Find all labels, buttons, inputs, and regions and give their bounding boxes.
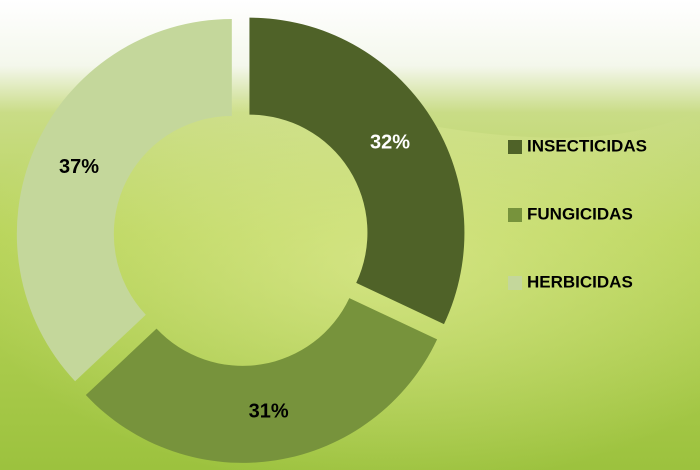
legend-label: INSECTICIDAS: [527, 136, 647, 155]
legend-label: FUNGICIDAS: [527, 204, 633, 223]
data-label: 31%: [249, 401, 289, 423]
donut-segment: [249, 17, 465, 325]
data-label: 37%: [59, 156, 99, 178]
legend-swatch: [508, 208, 522, 222]
donut-segment: [85, 298, 438, 463]
legend-swatch: [508, 140, 522, 154]
legend-label: HERBICIDAS: [527, 272, 633, 291]
donut-segment: [16, 19, 232, 382]
data-label: 32%: [370, 132, 410, 154]
legend-swatch: [508, 276, 522, 290]
